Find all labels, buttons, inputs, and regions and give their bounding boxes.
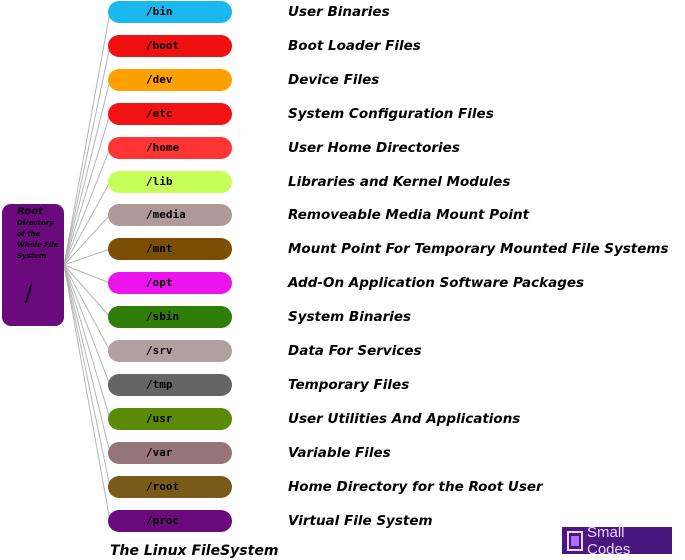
book-icon xyxy=(567,530,583,551)
directory-description: Boot Loader Files xyxy=(288,38,421,54)
directory-pill: /dev xyxy=(108,69,232,91)
directory-pill: /usr xyxy=(108,408,232,430)
directory-pill: /proc xyxy=(108,510,232,532)
directory-description: System Configuration Files xyxy=(288,106,494,122)
directory-description: Add-On Application Software Packages xyxy=(288,275,585,291)
connector-line xyxy=(63,79,111,266)
small-codes-logo: Small Codes xyxy=(562,524,672,558)
directory-description: User Binaries xyxy=(288,4,390,20)
connector-line xyxy=(63,214,111,266)
directory-pill: /root xyxy=(108,476,232,498)
directory-pill: /etc xyxy=(108,103,232,125)
directory-pill: /opt xyxy=(108,272,232,294)
directory-pill: /lib xyxy=(108,171,232,193)
directory-pill: /mnt xyxy=(108,238,232,260)
connector-line xyxy=(63,264,111,522)
connector-line xyxy=(63,264,111,488)
connector-line xyxy=(63,264,111,352)
directory-description: Virtual File System xyxy=(288,513,433,529)
root-subtitle: Directory of the Whole File System xyxy=(17,219,59,260)
root-title: Root xyxy=(17,206,43,217)
connector-line xyxy=(63,264,111,284)
directory-description: Libraries and Kernel Modules xyxy=(288,174,511,190)
directory-pill: /sbin xyxy=(108,306,232,328)
directory-pill: /srv xyxy=(108,340,232,362)
connector-line xyxy=(63,264,111,420)
connector-line xyxy=(63,113,111,266)
directory-description: User Home Directories xyxy=(288,140,460,156)
root-directory-node: Root Directory of the Whole File System … xyxy=(2,204,64,326)
root-symbol: / xyxy=(25,282,33,307)
connector-line xyxy=(63,11,111,266)
connector-line xyxy=(63,248,111,266)
directory-pill: /bin xyxy=(108,1,232,23)
directory-pill: /var xyxy=(108,442,232,464)
directory-pill: /home xyxy=(108,137,232,159)
diagram-caption: The Linux FileSystem xyxy=(110,543,279,559)
directory-description: Home Directory for the Root User xyxy=(288,479,543,495)
directory-pill: /boot xyxy=(108,35,232,57)
directory-pill: /tmp xyxy=(108,374,232,396)
connector-line xyxy=(63,264,111,386)
connector-line xyxy=(63,147,111,266)
connector-line xyxy=(63,264,111,318)
logo-text: Small Codes xyxy=(587,523,631,558)
directory-pill: /media xyxy=(108,204,232,226)
connector-line xyxy=(63,264,111,454)
directory-description: Temporary Files xyxy=(288,377,410,393)
connector-line xyxy=(63,181,111,266)
connector-line xyxy=(63,45,111,266)
directory-description: Removeable Media Mount Point xyxy=(288,207,530,223)
directory-description: Device Files xyxy=(288,72,380,88)
directory-description: Mount Point For Temporary Mounted File S… xyxy=(288,241,669,257)
directory-description: User Utilities And Applications xyxy=(288,411,521,427)
directory-description: System Binaries xyxy=(288,309,412,325)
directory-description: Data For Services xyxy=(288,343,422,359)
directory-description: Variable Files xyxy=(288,445,391,461)
